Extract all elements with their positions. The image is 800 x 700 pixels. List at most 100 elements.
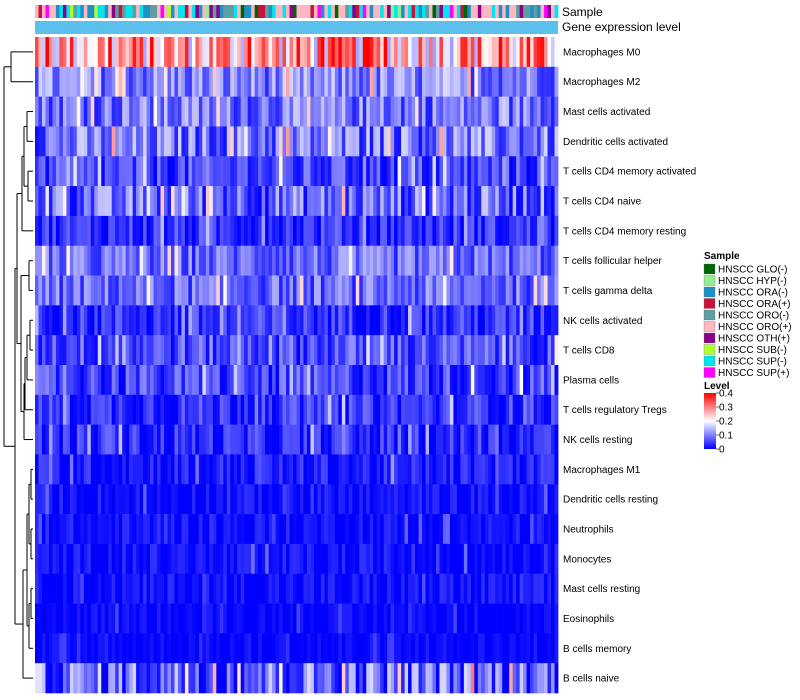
heatmap-cell	[240, 245, 245, 276]
heatmap-cell	[449, 573, 454, 604]
heatmap-cell	[369, 275, 374, 306]
heatmap-cell	[136, 484, 140, 515]
heatmap-cell	[66, 484, 71, 515]
heatmap-cell	[261, 305, 266, 336]
heatmap-cell	[48, 484, 53, 515]
heatmap-cell	[45, 156, 50, 187]
heatmap-cell	[502, 603, 507, 634]
heatmap-cell	[244, 663, 249, 694]
heatmap-cell	[59, 603, 64, 634]
heatmap-cell	[306, 305, 311, 336]
heatmap-cell	[240, 663, 245, 694]
heatmap-cell	[258, 37, 263, 68]
heatmap-cell	[80, 126, 85, 157]
heatmap-cell	[387, 186, 392, 217]
heatmap-cell	[286, 603, 290, 634]
heatmap-cell	[449, 365, 454, 396]
heatmap-cell	[275, 126, 280, 157]
heatmap-cell	[544, 543, 548, 575]
heatmap-cell	[484, 573, 489, 604]
heatmap-cell	[415, 514, 419, 545]
sample-annotation-cell	[376, 5, 381, 18]
level-tick-label: 0.4	[719, 389, 733, 400]
heatmap-cell	[530, 365, 534, 396]
heatmap-cell	[226, 275, 231, 306]
heatmap-cell	[474, 335, 479, 366]
heatmap-cell	[132, 394, 137, 425]
sample-annotation-cell	[432, 5, 437, 18]
heatmap-cell	[467, 365, 472, 396]
heatmap-cell	[90, 394, 95, 425]
heatmap-cell	[376, 573, 381, 604]
heatmap-cell	[408, 275, 412, 306]
heatmap-cell	[369, 633, 374, 664]
heatmap-cell	[129, 365, 134, 396]
heatmap-cell	[90, 335, 95, 366]
heatmap-cell	[359, 514, 364, 545]
heatmap-cell	[115, 126, 120, 157]
heatmap-cell	[125, 663, 130, 694]
heatmap-cell	[219, 454, 224, 485]
heatmap-cell	[240, 186, 245, 217]
heatmap-cell	[296, 275, 301, 306]
heatmap-cell	[470, 365, 475, 396]
heatmap-cell	[366, 305, 371, 336]
heatmap-cell	[446, 37, 451, 68]
heatmap-cell	[442, 126, 447, 157]
heatmap-cell	[80, 245, 85, 276]
heatmap-cell	[265, 335, 270, 366]
heatmap-cell	[188, 454, 193, 485]
heatmap-cell	[481, 394, 486, 425]
heatmap-cell	[341, 514, 346, 545]
heatmap-cell	[383, 186, 388, 217]
heatmap-cell	[45, 335, 50, 366]
heatmap-cell	[352, 484, 357, 515]
heatmap-cell	[251, 335, 256, 366]
heatmap-cell	[209, 66, 214, 97]
heatmap-cell	[122, 424, 127, 455]
heatmap-cell	[327, 633, 332, 664]
heatmap-cell	[160, 484, 165, 515]
heatmap-cell	[519, 186, 524, 217]
heatmap-cell	[219, 245, 224, 276]
heatmap-cell	[537, 573, 541, 604]
heatmap-cell	[488, 454, 493, 485]
sample-annotation-cell	[547, 5, 552, 18]
heatmap-cell	[460, 96, 465, 127]
heatmap-cell	[362, 484, 367, 515]
heatmap-cell	[394, 424, 399, 455]
heatmap-cell	[380, 543, 385, 575]
heatmap-cell	[160, 275, 165, 306]
heatmap-cell	[439, 275, 444, 306]
heatmap-cell	[247, 365, 252, 396]
heatmap-cell	[101, 245, 106, 276]
heatmap-cell	[526, 543, 531, 575]
heatmap-cell	[540, 543, 545, 575]
heatmap-cell	[150, 543, 154, 575]
heatmap-cell	[111, 543, 116, 575]
heatmap-cell	[153, 156, 158, 187]
heatmap-cell	[94, 37, 99, 68]
heatmap-cell	[240, 484, 245, 515]
heatmap-cell	[251, 96, 256, 127]
heatmap-cell	[540, 186, 545, 217]
heatmap-cell	[80, 156, 85, 187]
heatmap-cell	[299, 66, 304, 97]
heatmap-cell	[143, 37, 147, 68]
heatmap-cell	[383, 96, 388, 127]
heatmap-cell	[66, 663, 71, 694]
heatmap-cell	[530, 156, 534, 187]
heatmap-cell	[212, 215, 217, 247]
heatmap-cell	[516, 663, 521, 694]
heatmap-cell	[223, 424, 228, 455]
heatmap-cell	[216, 156, 221, 187]
heatmap-cell	[104, 275, 109, 306]
heatmap-cell	[164, 305, 168, 336]
heatmap-cell	[477, 424, 482, 455]
heatmap-cell	[139, 365, 144, 396]
heatmap-cell	[477, 37, 482, 68]
heatmap-cell	[268, 663, 273, 694]
heatmap-cell	[188, 603, 193, 634]
heatmap-cell	[477, 663, 482, 694]
heatmap-cell	[52, 573, 57, 604]
